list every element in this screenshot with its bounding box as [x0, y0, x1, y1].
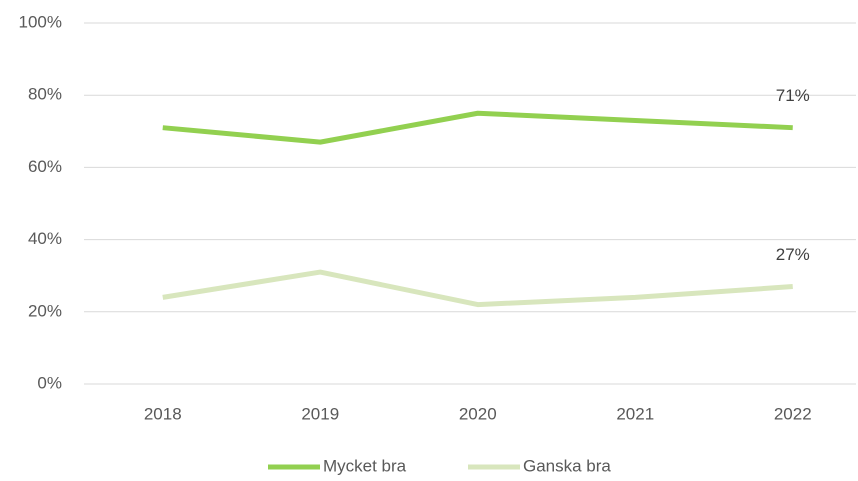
y-tick-label: 60%: [28, 157, 62, 176]
y-tick-label: 20%: [28, 301, 62, 320]
data-label: 27%: [776, 245, 810, 264]
y-tick-label: 0%: [37, 373, 62, 392]
legend-label: Mycket bra: [323, 456, 407, 475]
data-label: 71%: [776, 86, 810, 105]
y-tick-label: 80%: [28, 85, 62, 104]
x-tick-label: 2019: [301, 404, 339, 423]
y-tick-label: 100%: [19, 12, 62, 31]
legend-label: Ganska bra: [523, 456, 611, 475]
x-tick-label: 2022: [774, 404, 812, 423]
series-line: [162, 269, 793, 308]
x-tick-label: 2020: [459, 404, 497, 423]
y-tick-label: 40%: [28, 229, 62, 248]
x-tick-label: 2018: [144, 404, 182, 423]
x-tick-label: 2021: [616, 404, 654, 423]
series-line: [162, 110, 793, 145]
